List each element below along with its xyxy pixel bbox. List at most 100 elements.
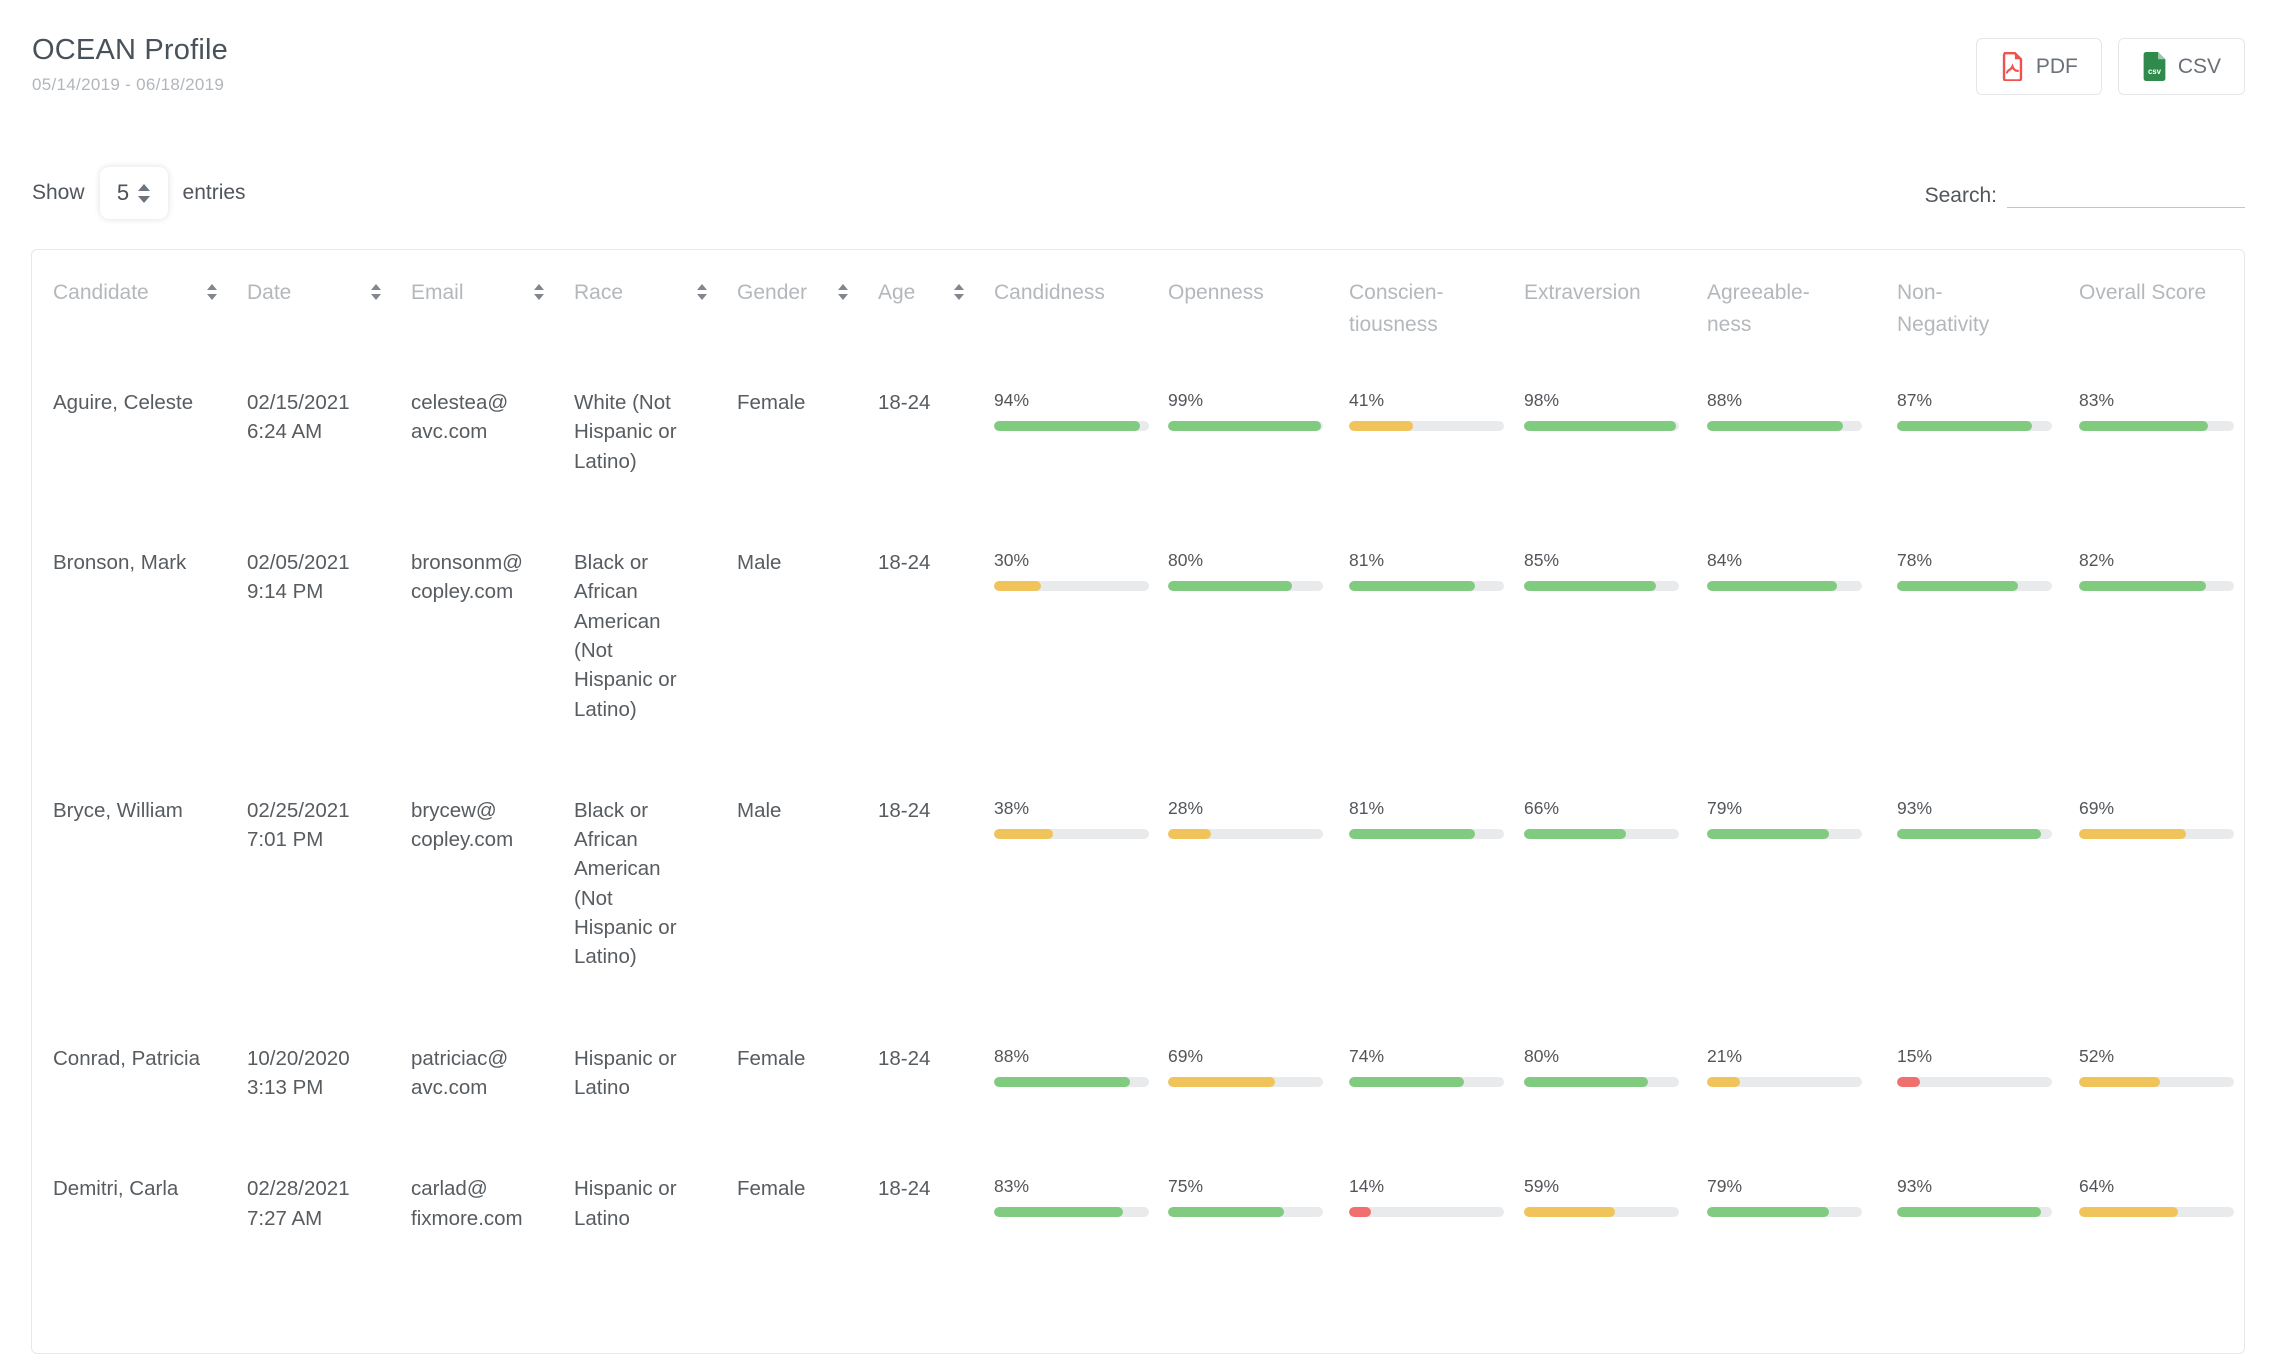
- entries-select[interactable]: 5: [99, 167, 168, 219]
- column-header-email[interactable]: Email: [411, 250, 574, 358]
- score-bar: [2079, 1076, 2234, 1087]
- age-cell: 18-24: [878, 798, 931, 822]
- score-value: 88%: [994, 1045, 1030, 1066]
- column-header-extraversion: Extraversion: [1524, 250, 1707, 358]
- sort-icon[interactable]: [954, 284, 964, 300]
- score-bar: [994, 1207, 1149, 1218]
- score-cell-agreeableness: 79%: [1707, 766, 1897, 1014]
- column-header-race[interactable]: Race: [574, 250, 737, 358]
- score-cell-extraversion: 80%: [1524, 1014, 1707, 1145]
- score-cell-candidness: 88%: [994, 1014, 1168, 1145]
- score-cell-non_negativity: 93%: [1897, 766, 2079, 1014]
- score-bar-fill: [1897, 828, 2042, 839]
- score-bar: [1168, 580, 1323, 591]
- score-value: 78%: [1897, 549, 1933, 570]
- score-bar-fill: [1897, 421, 2032, 432]
- score-cell-candidness: 83%: [994, 1144, 1168, 1275]
- sort-down-icon: [371, 294, 381, 300]
- sort-icon[interactable]: [697, 284, 707, 300]
- score-bar-fill: [1349, 1207, 1371, 1218]
- score-value: 93%: [1897, 797, 1933, 818]
- score-value: 88%: [1707, 390, 1743, 410]
- score-value: 87%: [1897, 390, 1933, 410]
- column-label: Overall Score: [2079, 281, 2207, 304]
- search-input[interactable]: [2007, 178, 2245, 208]
- column-header-candidness: Candidness: [994, 250, 1168, 358]
- score-cell-candidness: 94%: [994, 358, 1168, 518]
- score-bar-fill: [1524, 580, 1656, 591]
- age-cell: 18-24: [878, 391, 931, 414]
- sort-up-icon: [697, 284, 707, 290]
- score-bar-fill: [1524, 421, 1676, 432]
- sort-icon[interactable]: [838, 284, 848, 300]
- column-header-age[interactable]: Age: [878, 250, 994, 358]
- csv-export-button[interactable]: csv CSV: [2117, 38, 2245, 95]
- sort-down-icon: [838, 294, 848, 300]
- spinner-down-icon[interactable]: [138, 195, 151, 203]
- score-value: 41%: [1349, 390, 1385, 410]
- pdf-button-label: PDF: [2035, 54, 2078, 78]
- score-cell-conscientiousness: 14%: [1349, 1144, 1524, 1275]
- score-value: 84%: [1707, 549, 1743, 570]
- score-bar-fill: [1168, 421, 1322, 432]
- score-cell-non_negativity: 78%: [1897, 518, 2079, 766]
- score-bar-fill: [1349, 828, 1475, 839]
- score-cell-overall_score: 69%: [2079, 766, 2244, 1014]
- score-bar: [994, 828, 1149, 839]
- topbar: OCEAN Profile 05/14/2019 - 06/18/2019 PD…: [0, 0, 2273, 95]
- show-entries-control: Show 5 entries: [32, 167, 246, 219]
- score-bar: [1897, 828, 2052, 839]
- date-cell: 02/05/2021 9:14 PM: [247, 518, 411, 766]
- column-header-date[interactable]: Date: [247, 250, 411, 358]
- score-cell-conscientiousness: 41%: [1349, 358, 1524, 518]
- sort-up-icon: [371, 284, 381, 290]
- age-cell: 18-24: [878, 1046, 931, 1070]
- spinner-up-icon[interactable]: [138, 183, 151, 191]
- column-label: Candidness: [994, 281, 1105, 304]
- candidate-cell: Demitri, Carla: [53, 1177, 179, 1201]
- score-bar: [994, 580, 1149, 591]
- score-bar-fill: [1168, 1076, 1275, 1087]
- column-label: Candidate: [53, 281, 149, 304]
- score-value: 85%: [1524, 549, 1560, 570]
- score-cell-openness: 99%: [1168, 358, 1349, 518]
- sort-icon[interactable]: [207, 284, 217, 300]
- score-cell-candidness: 38%: [994, 766, 1168, 1014]
- score-value: 74%: [1349, 1045, 1385, 1066]
- pdf-export-button[interactable]: PDF: [1975, 38, 2102, 95]
- title-block: OCEAN Profile 05/14/2019 - 06/18/2019: [32, 34, 228, 95]
- column-header-gender[interactable]: Gender: [737, 250, 878, 358]
- page-title: OCEAN Profile: [32, 34, 228, 66]
- sort-icon[interactable]: [371, 284, 381, 300]
- show-label: Show: [32, 181, 85, 204]
- score-cell-openness: 75%: [1168, 1144, 1349, 1275]
- score-cell-extraversion: 85%: [1524, 518, 1707, 766]
- column-label: Gender: [737, 281, 808, 304]
- score-cell-overall_score: 52%: [2079, 1014, 2244, 1145]
- sort-icon[interactable]: [534, 284, 544, 300]
- score-bar-fill: [1897, 1076, 1921, 1087]
- score-cell-conscientiousness: 81%: [1349, 518, 1524, 766]
- column-label: Date: [247, 281, 292, 304]
- search-control: Search:: [1925, 178, 2245, 208]
- date-value: 02/15/2021: [247, 391, 350, 414]
- header-row: Candidate Date Email Race Gender Age Candidnes…: [32, 250, 2244, 358]
- score-value: 30%: [994, 549, 1030, 570]
- score-bar: [1524, 1076, 1679, 1087]
- score-value: 52%: [2079, 1045, 2115, 1066]
- column-label: Email: [411, 281, 464, 304]
- score-cell-overall_score: 82%: [2079, 518, 2244, 766]
- email-cell: bronsonm@copley.com: [411, 550, 523, 604]
- email-cell: celestea@avc.com: [411, 391, 509, 444]
- score-bar: [1897, 580, 2052, 591]
- svg-text:csv: csv: [2148, 67, 2162, 76]
- score-bar-fill: [1707, 421, 1844, 432]
- column-header-candidate[interactable]: Candidate: [32, 250, 247, 358]
- score-cell-openness: 69%: [1168, 1014, 1349, 1145]
- score-value: 14%: [1349, 1176, 1385, 1197]
- score-bar: [1707, 580, 1862, 591]
- score-bar-fill: [1349, 1076, 1464, 1087]
- score-bar: [1168, 1207, 1323, 1218]
- score-cell-overall_score: 64%: [2079, 1144, 2244, 1275]
- score-value: 79%: [1707, 1176, 1743, 1197]
